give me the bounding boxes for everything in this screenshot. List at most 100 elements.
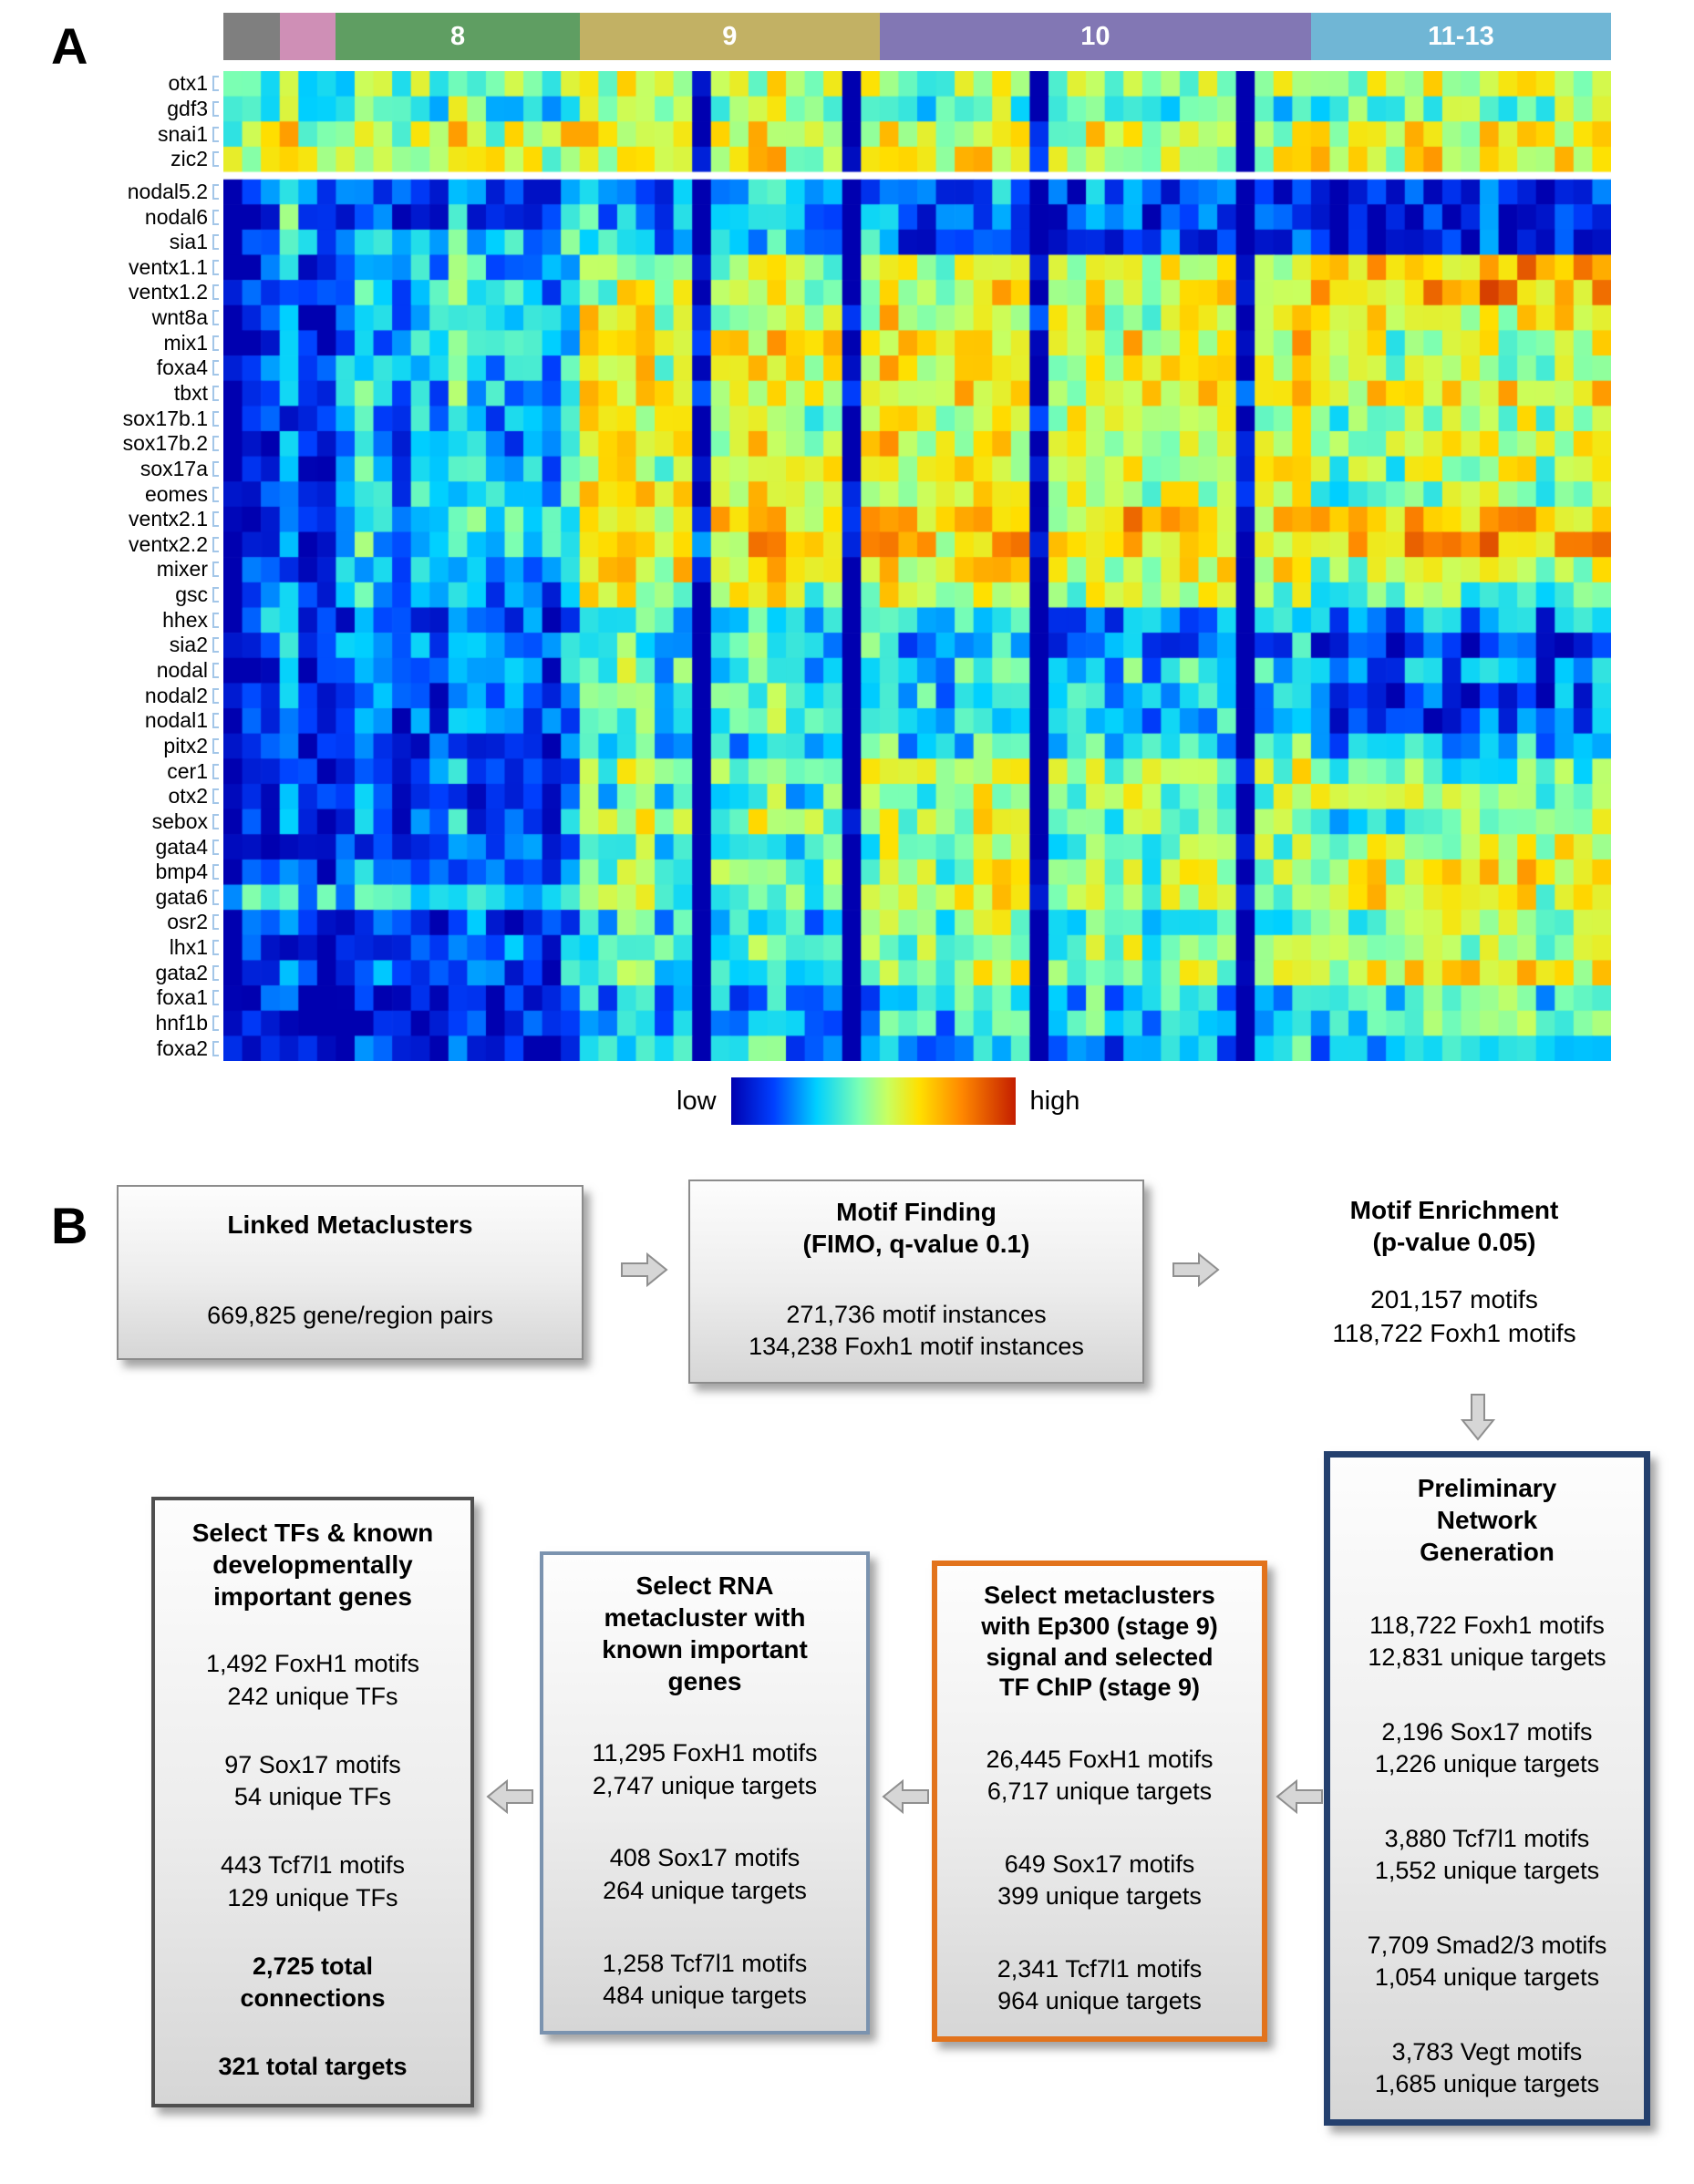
- motif-finding-body: 271,736 motif instances 134,238 Foxh1 mo…: [749, 1300, 1084, 1361]
- gene-label-mixer: mixer: [0, 557, 219, 582]
- stat-pair: 11,295 FoxH1 motifs 2,747 unique targets: [592, 1739, 818, 1799]
- row-bracket-icon: [212, 1040, 219, 1056]
- row-bracket-icon: [212, 1015, 219, 1032]
- motif-enrichment-block: Motif Enrichment (p-value 0.05) 201,157 …: [1267, 1194, 1641, 1351]
- ep300-metaclusters-box: Select metaclusters with Ep300 (stage 9)…: [932, 1561, 1267, 2042]
- stat-pair: 118,722 Foxh1 motifs 12,831 unique targe…: [1368, 1611, 1606, 1672]
- motif-enrichment-title: Motif Enrichment: [1349, 1196, 1559, 1224]
- stat-pair: 1,258 Tcf7l1 motifs 484 unique targets: [602, 1949, 808, 2010]
- gene-label-column: otx1 gdf3 snai1 zic2 nodal5.2 nodal6 sia1 ventx…: [0, 71, 219, 1061]
- gene-label-ventx2.1: ventx2.1: [0, 507, 219, 532]
- row-bracket-icon: [212, 209, 219, 225]
- rna-metacluster-title: Select RNA metacluster with known import…: [602, 1571, 808, 1695]
- row-bracket-icon: [212, 335, 219, 351]
- row-bracket-icon: [212, 663, 219, 679]
- gene-label-cer1: cer1: [0, 758, 219, 784]
- gene-label-gsc: gsc: [0, 582, 219, 608]
- motif-enrichment-body: 201,157 motifs 118,722 Foxh1 motifs: [1332, 1285, 1576, 1347]
- gene-label-sox17b.2: sox17b.2: [0, 431, 219, 457]
- linked-metaclusters-title: Linked Metaclusters: [227, 1210, 473, 1239]
- gene-label-foxa1: foxa1: [0, 985, 219, 1011]
- row-bracket-icon: [212, 637, 219, 654]
- row-bracket-icon: [212, 436, 219, 452]
- row-bracket-icon: [212, 460, 219, 477]
- gene-label-osr2: osr2: [0, 910, 219, 935]
- preliminary-network-title: Preliminary Network Generation: [1417, 1474, 1557, 1566]
- flow-arrow-right-icon: [621, 1252, 668, 1288]
- row-bracket-icon: [212, 839, 219, 855]
- row-bracket-icon: [212, 183, 219, 200]
- gene-label-mix1: mix1: [0, 330, 219, 355]
- row-bracket-icon: [212, 310, 219, 326]
- gene-label-sia1: sia1: [0, 230, 219, 255]
- gene-label-lhx1: lhx1: [0, 935, 219, 961]
- stage-group-11-13: 11-13: [1310, 13, 1611, 60]
- linked-metaclusters-body: 669,825 gene/region pairs: [207, 1302, 493, 1330]
- row-bracket-icon: [212, 587, 219, 603]
- row-bracket-icon: [212, 990, 219, 1006]
- flow-arrow-left-icon: [882, 1778, 929, 1815]
- panel-a-label: A: [51, 17, 88, 75]
- motif-finding-box: Motif Finding (FIMO, q-value 0.1) 271,73…: [688, 1180, 1144, 1384]
- gene-label-gdf3: gdf3: [0, 97, 219, 122]
- total-connections: 2,725 total connections: [240, 1952, 386, 2013]
- stage-group-pre-0: [223, 13, 280, 60]
- gene-label-tbxt: tbxt: [0, 381, 219, 407]
- row-bracket-icon: [212, 763, 219, 779]
- stage-group-bar: 8 9 10 11-13: [223, 13, 1611, 60]
- linked-metaclusters-box: Linked Metaclusters 669,825 gene/region …: [117, 1185, 584, 1360]
- stage-group-pre-1: [279, 13, 336, 60]
- stat-pair: 97 Sox17 motifs 54 unique TFs: [224, 1750, 401, 1811]
- motif-enrichment-subtitle: (p-value 0.05): [1372, 1228, 1536, 1256]
- row-bracket-icon: [212, 713, 219, 729]
- flow-arrow-right-icon: [1172, 1252, 1220, 1288]
- gene-label-sebox: sebox: [0, 809, 219, 835]
- gene-label-ventx2.2: ventx2.2: [0, 532, 219, 558]
- gene-label-sia2: sia2: [0, 633, 219, 658]
- ep300-metaclusters-title: Select metaclusters with Ep300 (stage 9)…: [981, 1581, 1218, 1702]
- gene-label-nodal5.2: nodal5.2: [0, 180, 219, 205]
- row-bracket-icon: [212, 360, 219, 376]
- row-bracket-icon: [212, 940, 219, 956]
- gene-label-pitx2: pitx2: [0, 734, 219, 759]
- row-bracket-icon: [212, 151, 219, 168]
- gene-label-nodal1: nodal1: [0, 708, 219, 734]
- row-bracket-icon: [212, 410, 219, 427]
- gene-label-foxa4: foxa4: [0, 355, 219, 381]
- select-tfs-box: Select TFs & known developmentally impor…: [151, 1497, 474, 2107]
- motif-finding-title: Motif Finding: [836, 1198, 997, 1226]
- row-bracket-icon: [212, 612, 219, 628]
- stat-pair: 7,709 Smad2/3 motifs 1,054 unique target…: [1367, 1931, 1607, 1992]
- row-bracket-icon: [212, 561, 219, 578]
- row-bracket-icon: [212, 100, 219, 117]
- row-bracket-icon: [212, 76, 219, 92]
- stat-pair: 649 Sox17 motifs 399 unique targets: [997, 1849, 1202, 1911]
- colorbar-high-label: high: [1029, 1086, 1080, 1116]
- gene-label-ventx1.2: ventx1.2: [0, 280, 219, 305]
- gene-label-sox17b.1: sox17b.1: [0, 406, 219, 431]
- row-bracket-icon: [212, 386, 219, 401]
- preliminary-network-box: Preliminary Network Generation 118,722 F…: [1324, 1451, 1650, 2126]
- stat-pair: 443 Tcf7l1 motifs 129 unique TFs: [220, 1851, 406, 1911]
- row-bracket-icon: [212, 964, 219, 981]
- row-bracket-icon: [212, 687, 219, 704]
- expression-heatmap: [223, 71, 1611, 1061]
- rna-metacluster-box: Select RNA metacluster with known import…: [540, 1551, 870, 2035]
- gene-label-zic2: zic2: [0, 147, 219, 172]
- select-tfs-title: Select TFs & known developmentally impor…: [191, 1519, 434, 1611]
- gene-label-eomes: eomes: [0, 481, 219, 507]
- stage-group-9: 9: [579, 13, 880, 60]
- row-bracket-icon: [212, 259, 219, 275]
- gene-label-gata4: gata4: [0, 834, 219, 860]
- row-bracket-icon: [212, 864, 219, 881]
- colorbar-legend: low high: [677, 1077, 1079, 1125]
- stat-pair: 3,880 Tcf7l1 motifs 1,552 unique targets: [1374, 1824, 1600, 1885]
- gene-label-otx1: otx1: [0, 71, 219, 97]
- row-bracket-icon: [212, 284, 219, 301]
- gene-label-wnt8a: wnt8a: [0, 305, 219, 331]
- row-bracket-icon: [212, 486, 219, 502]
- flow-arrow-left-icon: [1276, 1778, 1323, 1815]
- stat-pair: 2,196 Sox17 motifs 1,226 unique targets: [1374, 1717, 1600, 1778]
- gene-label-nodal2: nodal2: [0, 683, 219, 708]
- row-bracket-icon: [212, 889, 219, 905]
